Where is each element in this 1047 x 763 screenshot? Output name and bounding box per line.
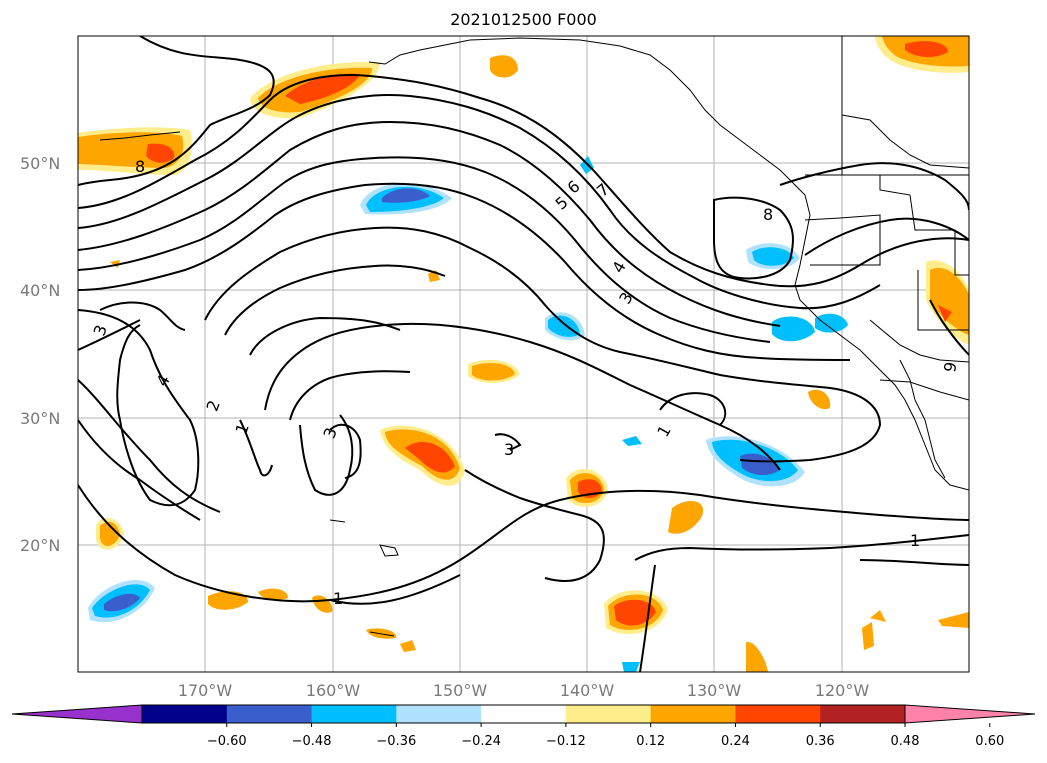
warm-anomaly [405, 442, 455, 473]
warm-anomaly [208, 591, 248, 610]
colorbar-tick-label: −0.48 [292, 734, 332, 749]
colorbar-tick-label: 0.60 [975, 734, 1004, 749]
warm-anomaly [258, 588, 288, 600]
warm-anomaly [870, 610, 886, 622]
lon-label: 120°W [815, 681, 870, 700]
colorbar-tick-label: 0.36 [806, 734, 835, 749]
contour-label: 1 [333, 589, 343, 608]
colorbar-segment [142, 705, 228, 723]
colorbar-extend-low [11, 704, 143, 724]
cool-anomaly [815, 313, 848, 333]
colorbar-outline [141, 704, 906, 724]
warm-anomaly [110, 260, 120, 268]
lat-label: 40°N [20, 281, 60, 300]
warm-anomaly [746, 641, 768, 672]
map-border [77, 35, 970, 673]
latitude-labels: 50°N 40°N 30°N 20°N [20, 154, 60, 555]
colorbar-segment [735, 705, 821, 723]
contour-label: 8 [135, 157, 145, 176]
colorbar-tick-label: −0.12 [546, 734, 586, 749]
warm-anomaly [862, 622, 874, 650]
contours [78, 36, 969, 672]
warm-anomaly [100, 521, 120, 546]
contour-label: 9 [940, 360, 960, 373]
colorbar-tick-label: 0.24 [721, 734, 750, 749]
lat-label: 30°N [20, 409, 60, 428]
graticule [78, 36, 969, 672]
colorbar-segment [820, 705, 906, 723]
warm-anomaly [146, 143, 175, 163]
cool-anomaly [548, 315, 580, 337]
lon-label: 140°W [560, 681, 615, 700]
contour-label: 8 [763, 205, 773, 224]
cool-anomaly [740, 453, 780, 476]
coastlines [99, 36, 969, 637]
colorbar-segment [481, 705, 567, 723]
warm-anomaly [930, 267, 969, 335]
colorbar-tick-label: −0.36 [376, 734, 416, 749]
cool-anomaly [622, 436, 642, 446]
warm-anomaly [905, 41, 948, 58]
lon-label: 150°W [433, 681, 488, 700]
colorbar-tick-label: 0.48 [891, 734, 920, 749]
colorbar: −0.60 −0.48 −0.36 −0.24 −0.12 0.12 0.24 0.36 0.4… [11, 704, 1036, 749]
lon-label: 160°W [306, 681, 361, 700]
lon-label: 130°W [687, 681, 742, 700]
longitude-labels: 170°W 160°W 150°W 140°W 130°W 120°W [178, 681, 870, 700]
colorbar-tick-label: −0.60 [207, 734, 247, 749]
cool-anomaly [104, 593, 140, 612]
colorbar-segment [396, 705, 482, 723]
map-area [78, 36, 969, 672]
colorbar-tick-label: 0.12 [636, 734, 665, 749]
map-title: 2021012500 F000 [450, 10, 597, 29]
contour-label: 3 [504, 440, 514, 459]
warm-anomaly [472, 362, 515, 381]
lon-label: 170°W [178, 681, 233, 700]
colorbar-segment [565, 705, 652, 723]
cool-anomaly [772, 316, 815, 342]
warm-anomaly [808, 389, 831, 410]
contour-label: 1 [910, 531, 920, 550]
cool-anomaly [752, 247, 794, 266]
cool-anomaly [382, 188, 430, 203]
colorbar-extend-high [904, 704, 1036, 724]
lat-label: 20°N [20, 536, 60, 555]
warm-anomaly [490, 55, 518, 78]
warm-anomaly [400, 640, 416, 652]
warm-anomaly [938, 612, 969, 628]
colorbar-segment [226, 705, 313, 723]
warm-anomaly [668, 501, 704, 534]
colorbar-segment [650, 705, 736, 723]
shaded-field [78, 36, 969, 672]
colorbar-tick-label: −0.24 [461, 734, 501, 749]
warm-anomaly [614, 599, 656, 626]
warm-anomaly [938, 305, 952, 322]
lat-label: 50°N [20, 154, 60, 173]
colorbar-segment [311, 705, 397, 723]
cool-anomaly [622, 662, 640, 672]
warm-anomaly [285, 73, 360, 104]
